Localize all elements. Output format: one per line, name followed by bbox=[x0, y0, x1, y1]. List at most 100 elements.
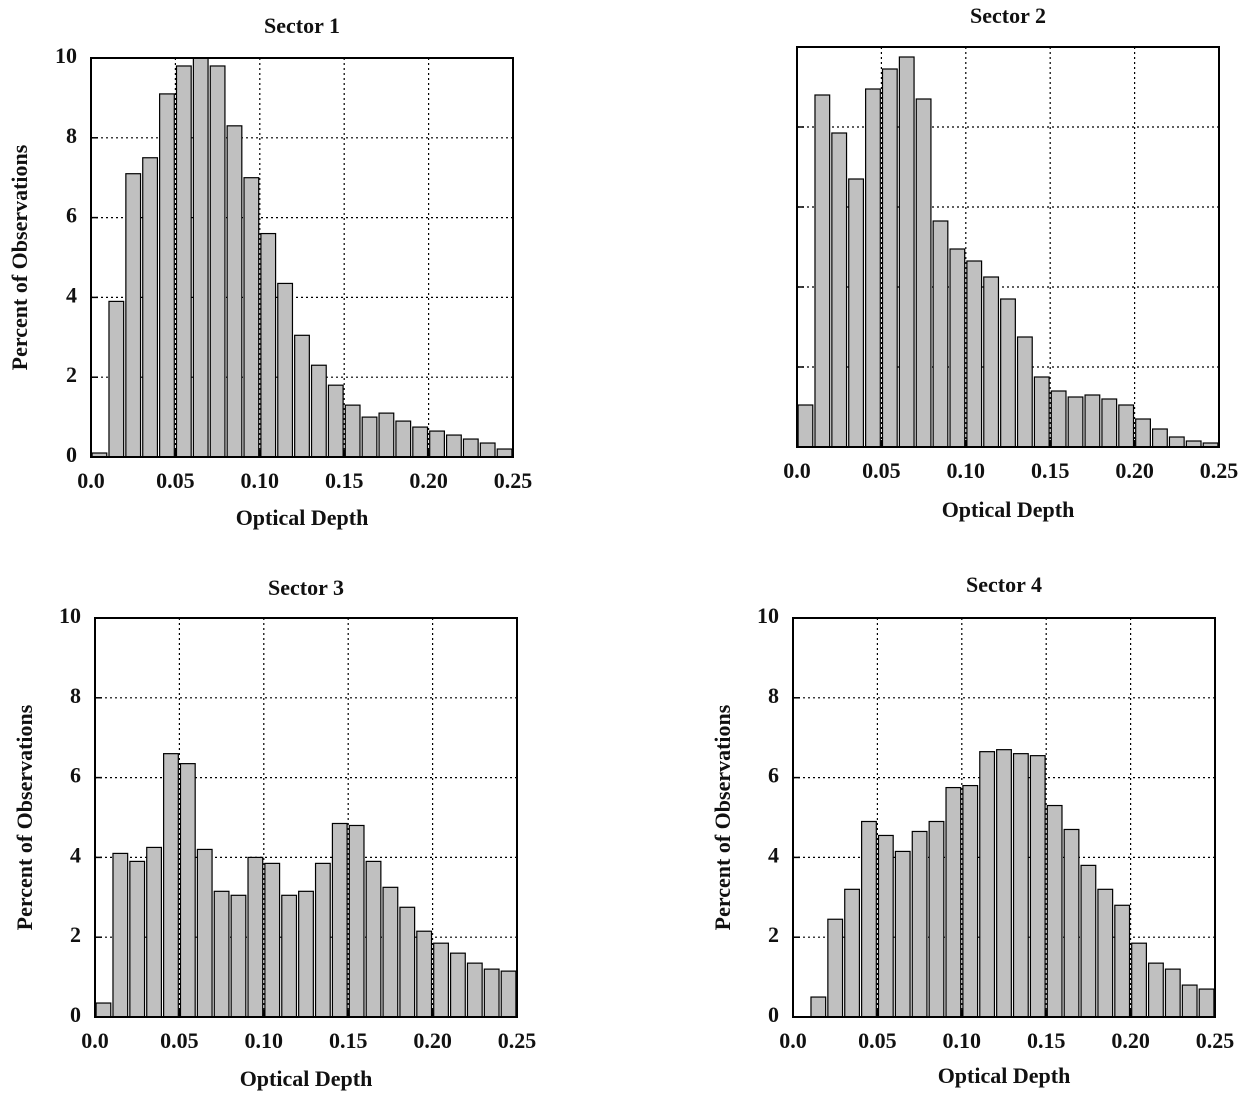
x-tick-label: 0.15 bbox=[1027, 1028, 1066, 1053]
x-tick-label: 0.10 bbox=[241, 468, 280, 493]
x-tick-label: 0.25 bbox=[1200, 458, 1239, 483]
y-tick-label: 6 bbox=[70, 763, 81, 788]
y-tick-label: 4 bbox=[66, 282, 77, 307]
bar bbox=[112, 852, 129, 1018]
bar bbox=[1084, 394, 1101, 448]
bar bbox=[462, 438, 479, 458]
x-tick-label: 0.10 bbox=[943, 1028, 982, 1053]
bar bbox=[1046, 804, 1063, 1018]
bar bbox=[962, 784, 979, 1018]
bar bbox=[247, 856, 264, 1018]
y-tick-label: 10 bbox=[55, 43, 77, 68]
bar bbox=[95, 1002, 112, 1018]
chart-title: Sector 3 bbox=[268, 575, 344, 600]
x-tick-label: 0.10 bbox=[947, 458, 986, 483]
bar bbox=[1016, 336, 1033, 448]
bar bbox=[192, 57, 209, 458]
y-tick-label: 2 bbox=[70, 922, 81, 947]
bar bbox=[1131, 942, 1147, 1018]
bar bbox=[814, 94, 831, 448]
bar bbox=[159, 93, 175, 458]
bar bbox=[1012, 753, 1029, 1018]
bar bbox=[894, 850, 911, 1018]
bar bbox=[361, 416, 378, 458]
y-tick-label: 2 bbox=[768, 922, 779, 947]
x-tick-label: 0.05 bbox=[858, 1028, 897, 1053]
x-tick-label: 0.20 bbox=[1115, 458, 1154, 483]
bar bbox=[1029, 755, 1046, 1018]
panel: Sector 2 Optical Depth 0.0 0.05 0.10 0.15 0.20… bbox=[783, 3, 1238, 522]
bar bbox=[433, 942, 449, 1018]
bar bbox=[1101, 398, 1118, 448]
y-tick-label: 0 bbox=[70, 1002, 81, 1027]
bar bbox=[294, 334, 310, 458]
bar bbox=[1114, 904, 1131, 1018]
bar bbox=[230, 894, 247, 1018]
bar bbox=[213, 890, 230, 1018]
bar bbox=[226, 125, 243, 458]
bar bbox=[298, 890, 314, 1018]
bar bbox=[915, 98, 932, 448]
bar bbox=[412, 426, 429, 458]
x-tick-label: 0.25 bbox=[494, 468, 533, 493]
bar bbox=[911, 830, 928, 1018]
bar bbox=[466, 962, 483, 1018]
bar bbox=[445, 434, 462, 458]
x-tick-label: 0.0 bbox=[81, 1028, 109, 1053]
x-axis-label: Optical Depth bbox=[240, 1066, 373, 1091]
x-axis-label: Optical Depth bbox=[942, 497, 1075, 522]
bar bbox=[996, 749, 1012, 1018]
bar bbox=[1135, 418, 1151, 448]
bar bbox=[378, 412, 395, 458]
bar bbox=[310, 364, 327, 458]
bar bbox=[877, 834, 894, 1018]
bar bbox=[1050, 390, 1067, 448]
bar bbox=[979, 751, 996, 1018]
x-axis-label: Optical Depth bbox=[938, 1063, 1071, 1088]
bar bbox=[483, 968, 500, 1018]
x-tick-label: 0.0 bbox=[783, 458, 811, 483]
bar bbox=[810, 996, 827, 1018]
y-tick-label: 10 bbox=[59, 603, 81, 628]
panel: Sector 3 Optical Depth Percent of Observat… bbox=[12, 575, 536, 1091]
x-tick-label: 0.15 bbox=[1031, 458, 1070, 483]
bar bbox=[108, 300, 125, 458]
bar bbox=[945, 786, 962, 1018]
plot-frame bbox=[94, 617, 518, 1018]
bar bbox=[277, 282, 294, 458]
bar bbox=[1181, 984, 1198, 1018]
bar bbox=[898, 56, 915, 448]
x-tick-label: 0.25 bbox=[498, 1028, 537, 1053]
bar bbox=[146, 846, 163, 1018]
bar bbox=[175, 65, 192, 458]
bar bbox=[395, 420, 412, 458]
y-tick-label: 4 bbox=[70, 842, 81, 867]
y-axis-label: Percent of Observations bbox=[12, 704, 37, 930]
bar bbox=[142, 157, 159, 458]
x-tick-label: 0.05 bbox=[160, 1028, 199, 1053]
bar bbox=[865, 88, 881, 448]
bar bbox=[281, 894, 298, 1018]
bar bbox=[848, 178, 865, 448]
bar bbox=[932, 220, 949, 448]
bar bbox=[260, 232, 277, 458]
bar bbox=[949, 248, 966, 448]
x-tick-label: 0.20 bbox=[409, 468, 448, 493]
x-tick-label: 0.15 bbox=[329, 1028, 368, 1053]
x-tick-label: 0.15 bbox=[325, 468, 364, 493]
bar bbox=[827, 918, 844, 1018]
bar bbox=[163, 753, 179, 1018]
bar bbox=[1151, 428, 1168, 448]
bar bbox=[331, 822, 348, 1018]
bar bbox=[1168, 436, 1185, 448]
x-tick-label: 0.0 bbox=[779, 1028, 807, 1053]
bar bbox=[344, 404, 361, 458]
x-tick-label: 0.20 bbox=[413, 1028, 452, 1053]
bar bbox=[881, 68, 898, 448]
bar bbox=[243, 177, 260, 458]
bar bbox=[1067, 396, 1084, 448]
y-tick-label: 4 bbox=[768, 842, 779, 867]
bar bbox=[1118, 404, 1135, 448]
x-tick-label: 0.05 bbox=[156, 468, 195, 493]
